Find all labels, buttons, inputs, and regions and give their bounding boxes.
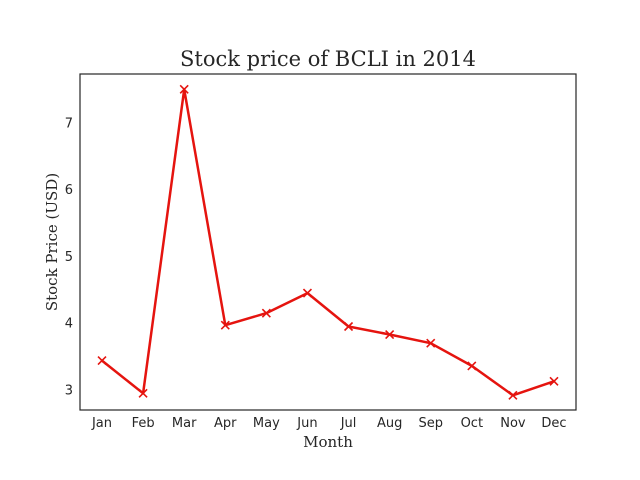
x-tick-label: Mar [172, 416, 197, 431]
x-tick-label: Feb [132, 416, 155, 431]
x-axis-label: Month [303, 433, 353, 451]
y-tick-label: 3 [65, 383, 73, 398]
x-tick-label: Jul [340, 416, 357, 431]
chart-title: Stock price of BCLI in 2014 [180, 47, 476, 71]
data-point-marker [467, 361, 477, 371]
y-axis-label: Stock Price (USD) [43, 173, 61, 311]
y-tick-label: 6 [65, 183, 73, 198]
x-tick-label: Aug [377, 416, 402, 431]
data-point-marker [97, 356, 107, 366]
x-tick-label: Jan [91, 416, 112, 431]
series-layer [97, 84, 559, 400]
data-point-marker [385, 329, 395, 340]
x-tick-label: Nov [500, 416, 526, 431]
series-line [100, 88, 556, 397]
data-point-marker [549, 376, 559, 386]
data-point-marker [426, 338, 436, 348]
data-point-marker [261, 308, 271, 318]
x-tick-label: May [253, 416, 280, 431]
data-point-marker [179, 84, 189, 94]
x-tick-label: Oct [461, 416, 483, 431]
y-tick-label: 5 [65, 250, 73, 265]
x-axis-ticks: Jan Feb Mar Apr May Jun Jul Aug Sep Oct Nov Dec [91, 416, 567, 431]
data-point-marker [220, 320, 230, 330]
y-tick-label: 4 [65, 317, 73, 332]
x-tick-label: Apr [214, 416, 237, 431]
y-tick-label: 7 [65, 116, 73, 131]
data-point-marker [138, 388, 148, 398]
x-tick-label: Sep [418, 416, 443, 431]
data-point-marker [508, 390, 518, 400]
data-point-marker [343, 321, 354, 332]
x-tick-label: Dec [541, 416, 566, 431]
data-point-marker [302, 288, 313, 298]
y-axis-ticks: 3 4 5 6 7 [65, 116, 73, 398]
x-tick-label: Jun [296, 416, 317, 431]
plot-area-frame [79, 73, 577, 411]
